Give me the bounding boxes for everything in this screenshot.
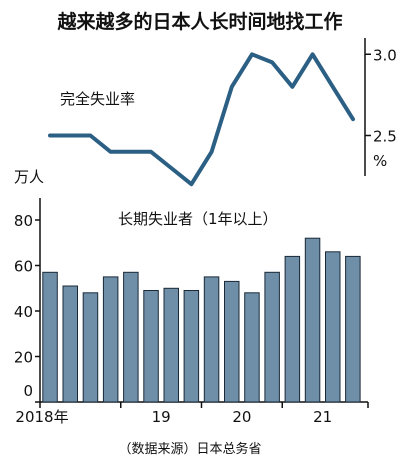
- bar: [163, 287, 179, 403]
- bar-y-tick-label: 80: [14, 212, 33, 230]
- bar-x-tick-label: 19: [152, 408, 171, 426]
- line-unit-label: %: [373, 152, 387, 170]
- bar-unit-label: 万人: [14, 168, 44, 186]
- long-term-unemployed-bar-chart: 万人 长期失业者（1年以上） 20 40 60 80 0 2018年 19 20 21: [14, 168, 369, 426]
- line-series-label: 完全失业率: [60, 90, 135, 108]
- bar: [143, 290, 159, 403]
- bar: [224, 280, 240, 403]
- bar-y-tick-label: 60: [14, 258, 33, 276]
- bar: [203, 276, 220, 403]
- chart-title: 越来越多的日本人长时间地找工作: [56, 10, 342, 33]
- bar-x-tick-label: 21: [313, 408, 332, 426]
- bar: [82, 292, 99, 403]
- line-y-tick-label: 2.5: [373, 128, 397, 146]
- unemployment-rate-series-line: [48, 52, 355, 187]
- bar: [325, 251, 341, 403]
- bar-y-tick-label: 0: [23, 382, 33, 400]
- bar: [62, 285, 78, 403]
- bar: [183, 290, 200, 403]
- bar: [264, 271, 280, 403]
- bar: [284, 255, 301, 403]
- bar-y-tick-label: 20: [14, 349, 33, 367]
- bar: [123, 271, 139, 403]
- bar-x-tick-label: 2018年: [15, 408, 68, 426]
- bar-x-tick-label: 20: [232, 408, 251, 426]
- bar: [42, 271, 58, 403]
- line-y-tick-label: 3.0: [373, 46, 397, 64]
- bar-series-label: 长期失业者（1年以上）: [118, 210, 278, 228]
- bar: [244, 292, 260, 403]
- data-source: （数据来源）日本总务省: [118, 441, 261, 457]
- bar: [304, 237, 321, 403]
- bar-y-tick-label: 40: [14, 303, 33, 321]
- bar: [102, 276, 119, 403]
- bar: [345, 255, 361, 403]
- unemployment-rate-line-chart: 完全失业率 3.0 2.5 %: [48, 38, 397, 187]
